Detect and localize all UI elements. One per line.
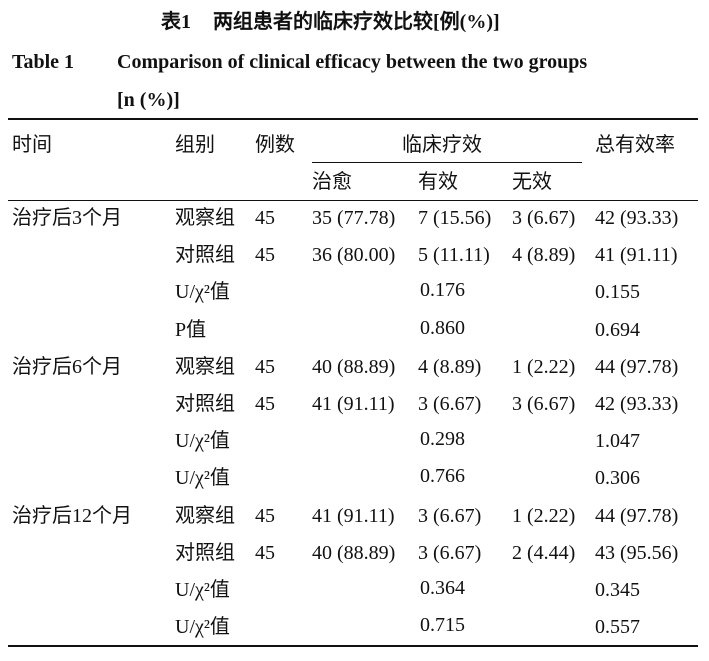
cell-group: U/χ²值 [175, 579, 230, 601]
cell-total: 0.306 [595, 467, 640, 490]
cell-group: 观察组 [175, 504, 235, 527]
cell-cured: 40 (88.89) [312, 355, 396, 378]
subcol-header: 治愈 [312, 171, 352, 193]
cell-effective: 5 (11.11) [418, 244, 490, 267]
cell-group: U/χ²值 [175, 281, 230, 304]
cell-group: U/χ²值 [175, 616, 230, 639]
cell-ineffective: 3 (6.67) [512, 207, 576, 229]
cell-effective: 3 (6.67) [418, 541, 482, 564]
cell-ineffective: 4 (8.89) [512, 244, 576, 267]
cell-n: 45 [255, 355, 275, 378]
cell-total: 41 (91.11) [595, 244, 678, 267]
cell-group: U/χ²值 [175, 467, 230, 490]
cell-n: 45 [255, 541, 275, 564]
cell-value: 0.298 [420, 428, 465, 451]
bottom-rule [8, 645, 698, 647]
cell-n: 45 [255, 393, 275, 415]
cell-ineffective: 1 (2.22) [512, 504, 576, 527]
cell-group: 对照组 [175, 244, 235, 267]
cell-effective: 7 (15.56) [418, 207, 492, 229]
col-header: 组别 [175, 134, 215, 156]
cell-cured: 41 (91.11) [312, 393, 395, 415]
cell-cured: 41 (91.11) [312, 504, 395, 527]
cell-cured: 36 (80.00) [312, 244, 396, 267]
cell-group: U/χ²值 [175, 430, 230, 453]
cell-total: 44 (97.78) [595, 355, 679, 378]
cell-value: 0.176 [420, 279, 465, 302]
cell-ineffective: 2 (4.44) [512, 541, 576, 564]
cell-effective: 4 (8.89) [418, 355, 482, 378]
cell-n: 45 [255, 504, 275, 527]
cell-ineffective: 1 (2.22) [512, 355, 576, 378]
cell-total: 0.155 [595, 281, 640, 304]
cell-total: 1.047 [595, 430, 640, 453]
cell-group: P值 [175, 318, 207, 341]
cell-effective: 3 (6.67) [418, 504, 482, 527]
cell-group: 对照组 [175, 393, 235, 415]
col-header: 临床疗效 [402, 134, 482, 156]
cell-group: 观察组 [175, 207, 235, 229]
cell-time: 治疗后12个月 [12, 504, 132, 527]
cell-total: 42 (93.33) [595, 207, 679, 229]
cell-total: 42 (93.33) [595, 393, 679, 415]
cell-cured: 40 (88.89) [312, 541, 396, 564]
cell-total: 0.345 [595, 579, 640, 601]
cell-value: 0.766 [420, 465, 465, 488]
table-label-cn: 表1 [161, 11, 191, 33]
cell-cured: 35 (77.78) [312, 207, 396, 229]
header-rule [8, 200, 698, 201]
cell-total: 0.694 [595, 318, 640, 341]
cell-value: 0.860 [420, 316, 465, 339]
cell-value: 0.715 [420, 614, 465, 637]
col-header: 时间 [12, 134, 52, 156]
table-title-en-2: [n (%)] [117, 89, 180, 111]
cell-n: 45 [255, 244, 275, 267]
col-header: 总有效率 [595, 134, 675, 156]
subcol-header: 无效 [512, 171, 552, 193]
cell-effective: 3 (6.67) [418, 393, 482, 415]
cell-n: 45 [255, 207, 275, 229]
top-rule [8, 118, 698, 120]
cell-time: 治疗后6个月 [12, 355, 122, 378]
col-header: 例数 [255, 134, 295, 156]
cell-value: 0.364 [420, 577, 465, 599]
cell-total: 0.557 [595, 616, 640, 639]
subcol-header: 有效 [418, 171, 458, 193]
table-title-en: Comparison of clinical efficacy between … [117, 51, 588, 73]
span-rule [312, 162, 582, 163]
table-title-cn: 两组患者的临床疗效比较[例(%)] [213, 11, 500, 33]
table-label-en: Table 1 [12, 51, 75, 73]
cell-group: 观察组 [175, 355, 235, 378]
cell-total: 43 (95.56) [595, 541, 679, 564]
cell-total: 44 (97.78) [595, 504, 679, 527]
cell-group: 对照组 [175, 541, 235, 564]
cell-ineffective: 3 (6.67) [512, 393, 576, 415]
cell-time: 治疗后3个月 [12, 207, 122, 229]
